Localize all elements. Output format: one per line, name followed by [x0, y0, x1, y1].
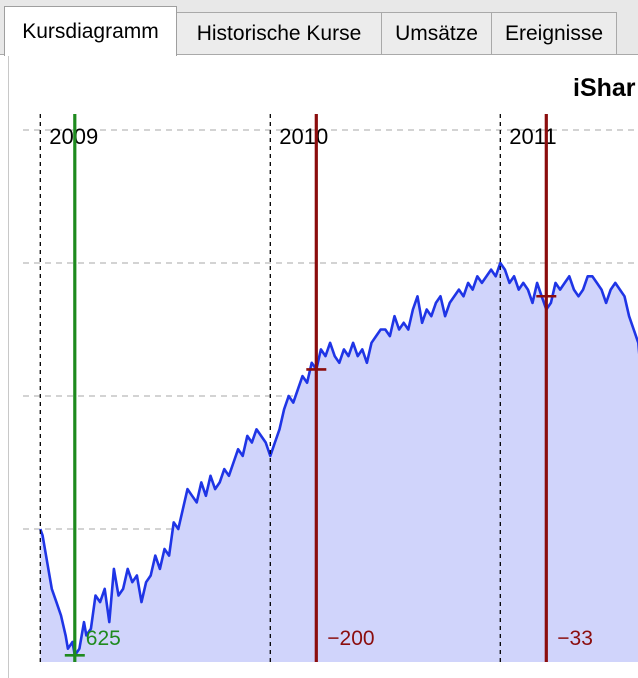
price-area	[39, 261, 638, 662]
grid	[23, 129, 638, 530]
chart-title: iShar	[573, 74, 636, 102]
tab-umsaetze[interactable]: Umsätze	[381, 12, 492, 54]
panel-border	[8, 56, 9, 678]
year-label: 2010	[279, 124, 328, 149]
tab-ereignisse[interactable]: Ereignisse	[491, 12, 617, 54]
tab-label: Ereignisse	[504, 21, 604, 45]
year-markers: 200920102011	[39, 114, 557, 662]
trade-quantity-label: −33	[557, 627, 593, 650]
year-label: 2011	[509, 124, 556, 149]
tab-kursdiagramm[interactable]: Kursdiagramm	[4, 6, 177, 56]
tab-label: Umsätze	[395, 21, 478, 45]
tab-bar: Kursdiagramm Historische Kurse Umsätze E…	[0, 0, 638, 56]
trade-quantity-label: −200	[327, 627, 374, 650]
tab-label: Historische Kurse	[196, 21, 362, 45]
trade-markers: 625 −200 −33	[64, 114, 593, 662]
tab-label: Kursdiagramm	[22, 19, 159, 43]
trade-quantity-label: 625	[86, 627, 121, 650]
price-area-fill	[40, 263, 638, 662]
